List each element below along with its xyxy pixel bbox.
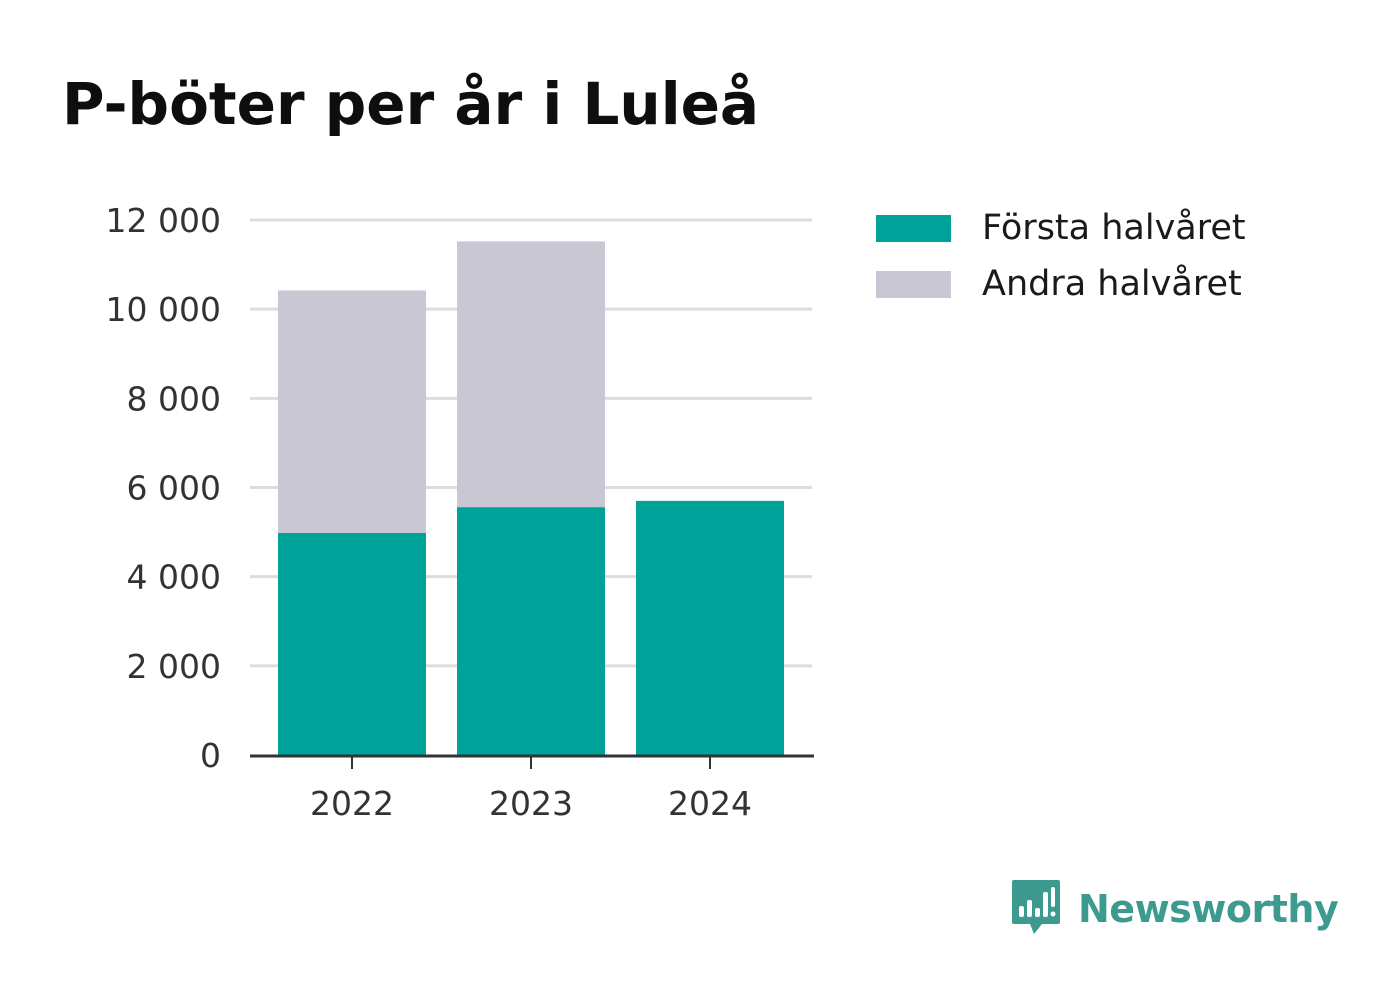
chart-title: P-böter per år i Luleå bbox=[62, 70, 760, 138]
legend-swatch-second-half bbox=[876, 270, 951, 298]
y-tick-label: 10 000 bbox=[106, 290, 221, 329]
bar-2022-second-half bbox=[278, 290, 426, 533]
legend-item-first-half: Första halvåret bbox=[876, 200, 1246, 256]
x-tick-label: 2023 bbox=[489, 784, 573, 823]
newsworthy-logo-icon bbox=[1012, 880, 1060, 934]
y-tick-label: 0 bbox=[200, 736, 221, 775]
brand-name: Newsworthy bbox=[1078, 887, 1339, 931]
x-tick-label: 2022 bbox=[310, 784, 394, 823]
x-tick-label: 2024 bbox=[668, 784, 752, 823]
bar-2024-first-half bbox=[636, 500, 784, 755]
y-tick-label: 2 000 bbox=[127, 647, 221, 686]
bar-2022-first-half bbox=[278, 532, 426, 755]
x-axis-labels: 2022 2023 2024 bbox=[310, 784, 752, 823]
y-tick-label: 4 000 bbox=[127, 558, 221, 597]
legend-swatch-first-half bbox=[876, 214, 951, 242]
y-tick-label: 6 000 bbox=[127, 469, 221, 508]
legend-label-second-half: Andra halvåret bbox=[982, 264, 1242, 304]
x-axis bbox=[250, 754, 814, 769]
y-tick-label: 8 000 bbox=[127, 379, 221, 418]
brand: Newsworthy bbox=[1010, 878, 1339, 940]
bar-2023-second-half bbox=[457, 241, 605, 508]
bars bbox=[278, 241, 784, 755]
y-axis-labels: 0 2 000 4 000 6 000 8 000 10 000 12 000 bbox=[106, 201, 221, 775]
legend-item-second-half: Andra halvåret bbox=[876, 256, 1246, 312]
legend-label-first-half: Första halvåret bbox=[982, 208, 1246, 248]
bar-2023-first-half bbox=[457, 507, 605, 755]
legend: Första halvåret Andra halvåret bbox=[876, 200, 1246, 312]
y-tick-label: 12 000 bbox=[106, 201, 221, 240]
